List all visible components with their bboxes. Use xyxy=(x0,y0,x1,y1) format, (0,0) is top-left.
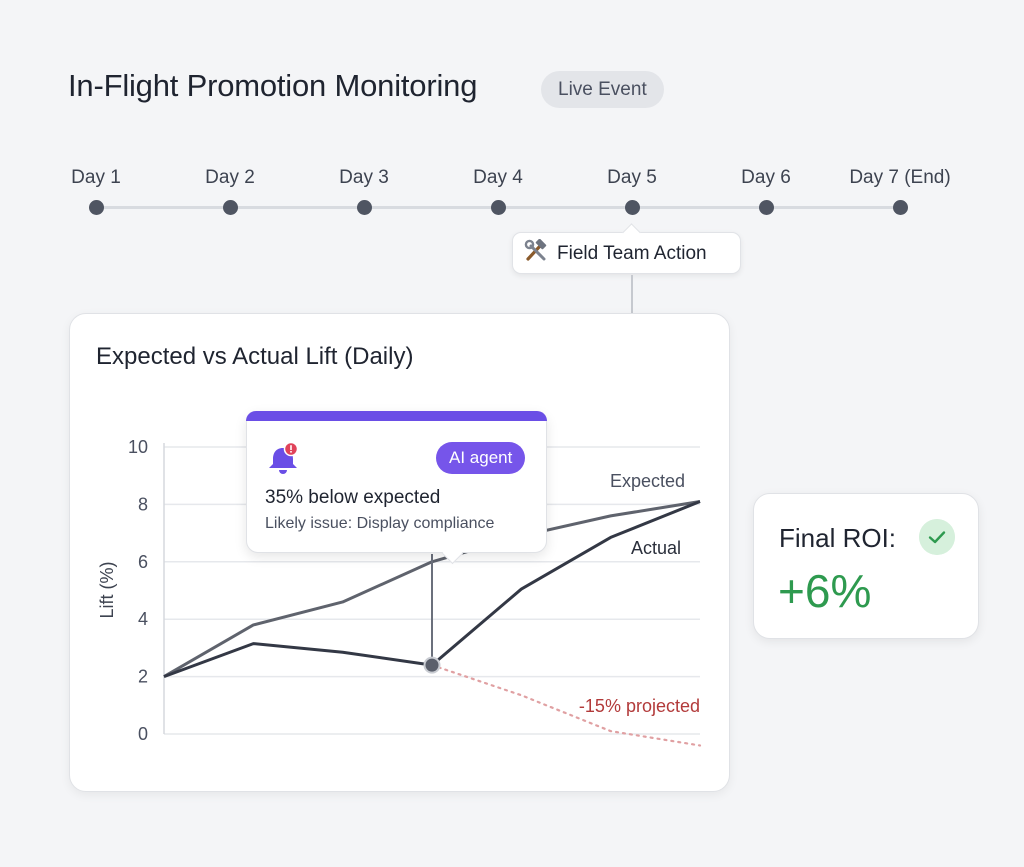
series-label-projected: -15% projected xyxy=(579,696,700,716)
field-team-action-callout[interactable]: Field Team Action xyxy=(512,223,741,274)
timeline-label-day-5: Day 5 xyxy=(607,167,657,188)
y-axis-label: Lift (%) xyxy=(97,561,117,618)
chart-title: Expected vs Actual Lift (Daily) xyxy=(96,343,414,370)
timeline-label-day-4: Day 4 xyxy=(473,167,523,188)
lift-chart: 0 2 4 6 8 10 Lift (%) Expected Actual -15% projec… xyxy=(97,437,702,747)
timeline-dot-day-7[interactable] xyxy=(893,200,908,215)
series-label-expected: Expected xyxy=(610,471,685,491)
y-tick-label-6: 6 xyxy=(138,552,148,572)
alert-headline: 35% below expected xyxy=(265,487,441,508)
field-team-action-label: Field Team Action xyxy=(557,243,707,264)
tools-icon xyxy=(524,239,547,261)
timeline-dot-day-2[interactable] xyxy=(223,200,238,215)
y-tick-label-2: 2 xyxy=(138,667,148,687)
timeline-label-day-1: Day 1 xyxy=(71,167,121,188)
series-label-actual: Actual xyxy=(631,538,681,558)
timeline-dot-day-5[interactable] xyxy=(625,200,640,215)
callout-connector xyxy=(631,275,633,313)
timeline-label-day-3: Day 3 xyxy=(339,167,389,188)
timeline-dot-day-6[interactable] xyxy=(759,200,774,215)
final-roi-card: Final ROI: +6% xyxy=(753,493,979,639)
final-roi-label: Final ROI: xyxy=(779,523,897,553)
highlight-point xyxy=(423,656,441,674)
y-tick-label-4: 4 xyxy=(138,609,148,629)
ai-alert-tooltip[interactable]: AI agent 35% below expected Likely issue… xyxy=(246,411,547,565)
callout-caret xyxy=(622,223,641,242)
tooltip-accent-bar xyxy=(246,411,547,421)
timeline-label-day-6: Day 6 xyxy=(741,167,791,188)
check-icon xyxy=(919,519,955,555)
timeline-dot-day-4[interactable] xyxy=(491,200,506,215)
y-tick-label-0: 0 xyxy=(138,724,148,744)
timeline-label-day-2: Day 2 xyxy=(205,167,255,188)
series-line-projected xyxy=(430,664,702,747)
ai-agent-badge: AI agent xyxy=(436,442,526,474)
timeline-dot-day-1[interactable] xyxy=(89,200,104,215)
y-tick-label-10: 10 xyxy=(128,437,148,457)
final-roi-value: +6% xyxy=(778,565,872,617)
y-tick-label-8: 8 xyxy=(138,494,148,514)
bell-alert-icon xyxy=(269,442,299,474)
timeline-dot-day-3[interactable] xyxy=(357,200,372,215)
live-event-badge: Live Event xyxy=(541,71,664,108)
alert-detail: Likely issue: Display compliance xyxy=(265,515,495,532)
page-title: In-Flight Promotion Monitoring xyxy=(68,68,478,103)
timeline-label-day-7: Day 7 (End) xyxy=(849,167,951,188)
